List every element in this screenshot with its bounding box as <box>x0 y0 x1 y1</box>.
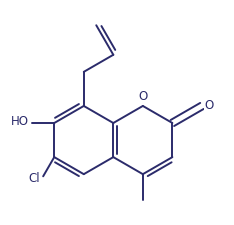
Text: HO: HO <box>11 115 29 128</box>
Text: O: O <box>138 90 147 103</box>
Text: Cl: Cl <box>28 171 40 184</box>
Text: O: O <box>205 99 214 112</box>
